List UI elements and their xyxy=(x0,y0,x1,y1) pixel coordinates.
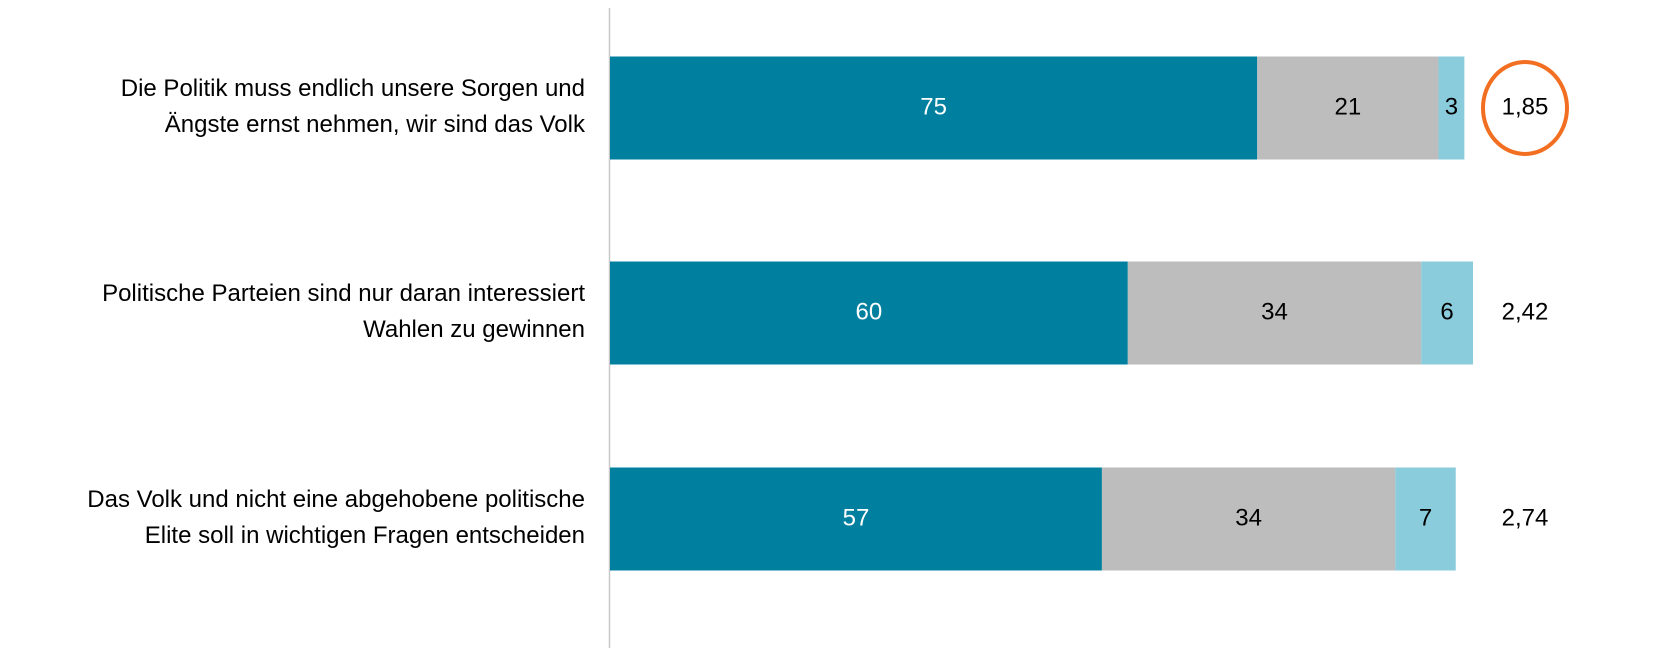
highlight-circle xyxy=(1481,60,1569,156)
bar-segment xyxy=(610,56,1258,160)
data-label: 34 xyxy=(1235,504,1262,531)
bar-segment xyxy=(1438,56,1465,160)
bar-segment xyxy=(1101,467,1396,571)
bar-segment xyxy=(1127,261,1422,365)
data-label: 7 xyxy=(1419,504,1432,531)
category-label: Politische Parteien sind nur daran inter… xyxy=(102,280,585,343)
mean-label: 1,85 xyxy=(1502,93,1549,120)
data-label: 57 xyxy=(843,504,870,531)
bar-segment xyxy=(1395,467,1456,571)
mean-label: 2,42 xyxy=(1502,298,1549,325)
mean-label: 2,74 xyxy=(1502,504,1549,531)
bar-segment xyxy=(1257,56,1439,160)
data-label: 6 xyxy=(1440,298,1453,325)
data-label: 3 xyxy=(1445,93,1458,120)
category-label: Das Volk und nicht eine abgehobene polit… xyxy=(87,486,585,549)
data-label: 21 xyxy=(1335,93,1362,120)
bar-segment xyxy=(610,467,1102,571)
bar-segment xyxy=(610,261,1128,365)
data-label: 60 xyxy=(856,298,883,325)
bar-segment xyxy=(1421,261,1473,365)
data-label: 34 xyxy=(1261,298,1288,325)
data-label: 75 xyxy=(920,93,947,120)
category-label: Die Politik muss endlich unsere Sorgen u… xyxy=(121,75,586,138)
